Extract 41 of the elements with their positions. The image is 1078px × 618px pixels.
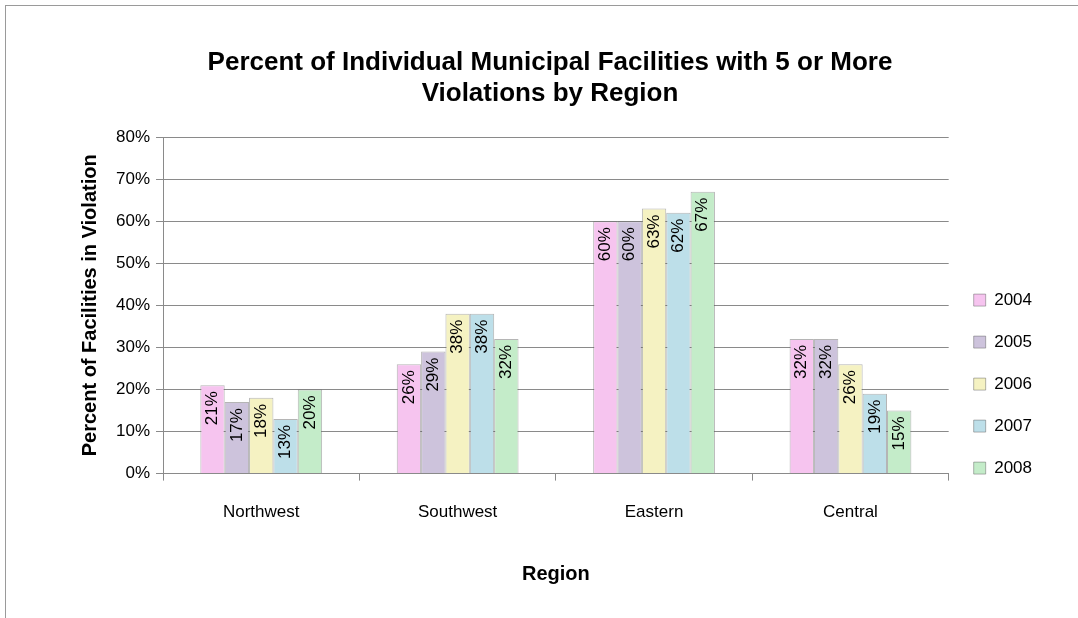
data-label: 26% — [840, 370, 860, 405]
data-label: 67% — [692, 197, 712, 232]
data-label: 21% — [202, 391, 222, 426]
y-tick-label: 0% — [125, 463, 151, 483]
data-label: 63% — [643, 214, 663, 249]
data-label: 32% — [791, 344, 811, 379]
data-label: 18% — [250, 403, 270, 438]
y-tick-label: 60% — [115, 210, 151, 230]
y-tick-label: 50% — [115, 252, 151, 272]
data-label: 19% — [864, 399, 884, 434]
data-label: 26% — [398, 370, 418, 405]
x-tick-label: Southwest — [417, 502, 498, 522]
y-tick-label: 20% — [115, 379, 151, 399]
data-label: 32% — [496, 344, 516, 379]
x-tick-label: Central — [823, 502, 878, 522]
legend-label: 2006 — [994, 373, 1033, 393]
data-label: 20% — [299, 395, 319, 430]
data-label: 17% — [226, 408, 246, 443]
data-label: 38% — [471, 319, 491, 354]
y-tick-label: 10% — [115, 421, 151, 441]
chart-title: Percent of Individual Municipal Facilities with 5 or More Violations by Region — [206, 46, 894, 108]
y-tick-label: 80% — [115, 126, 151, 146]
x-axis-title: Region — [521, 561, 590, 584]
x-tick-label: Northwest — [222, 502, 300, 522]
y-tick-label: 30% — [115, 337, 151, 357]
legend-label: 2005 — [994, 331, 1033, 351]
data-label: 32% — [815, 344, 835, 379]
legend-label: 2004 — [994, 289, 1033, 309]
data-label: 13% — [275, 424, 295, 459]
legend-label: 2008 — [994, 457, 1033, 477]
x-tick-label: Eastern — [624, 502, 684, 522]
legend-label: 2007 — [994, 415, 1033, 435]
data-label: 29% — [422, 357, 442, 392]
y-tick-label: 70% — [115, 168, 151, 188]
data-label: 62% — [668, 218, 688, 253]
data-label: 38% — [447, 319, 467, 354]
data-label: 60% — [619, 227, 639, 262]
data-label: 60% — [595, 227, 615, 262]
y-axis-title: Percent of Facilities in Violation — [77, 154, 100, 457]
data-label: 15% — [888, 416, 908, 451]
y-tick-label: 40% — [115, 294, 151, 314]
